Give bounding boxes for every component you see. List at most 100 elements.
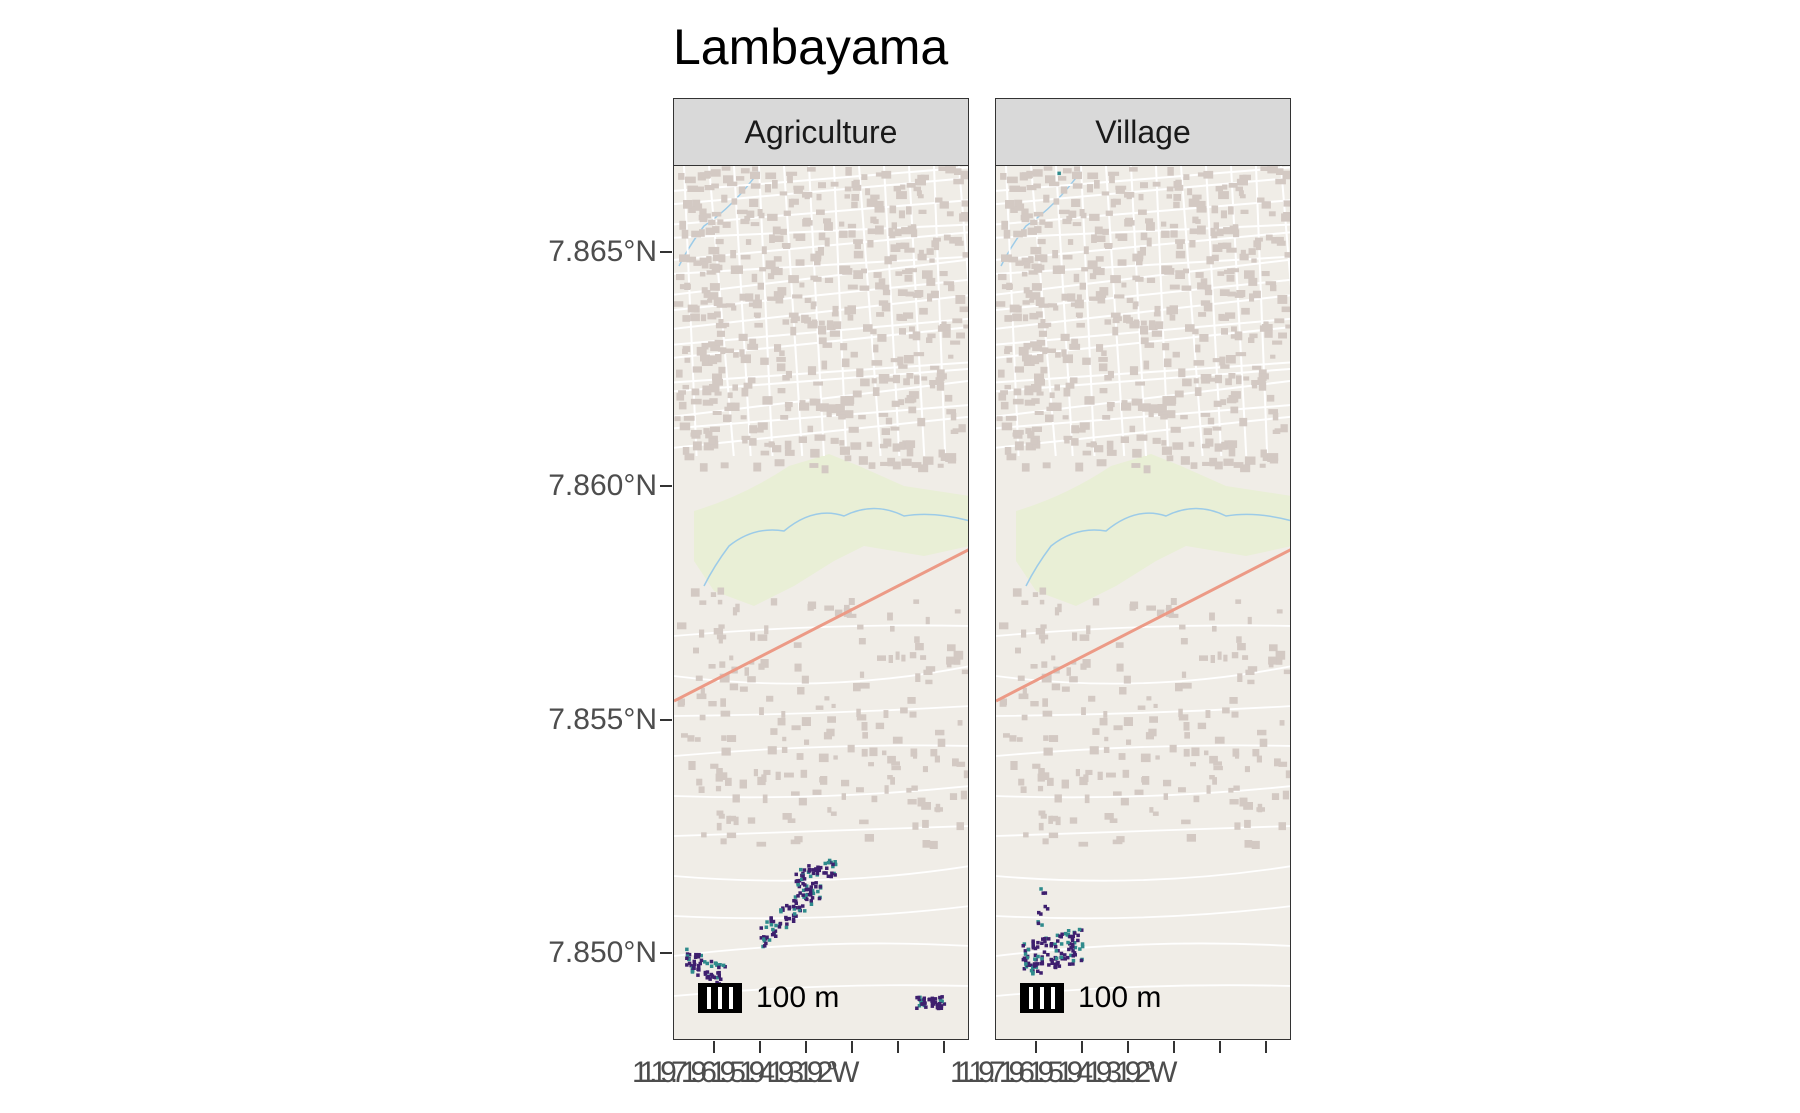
street <box>1205 166 1223 457</box>
building <box>1248 248 1256 255</box>
building <box>1170 230 1178 238</box>
building <box>913 186 921 192</box>
building <box>679 254 690 262</box>
building <box>929 382 936 389</box>
building <box>1157 404 1167 412</box>
building <box>909 326 915 332</box>
building <box>1165 410 1176 419</box>
building <box>1001 422 1013 431</box>
observation-point <box>784 925 789 930</box>
building <box>684 453 695 461</box>
building <box>790 326 797 336</box>
building <box>801 675 809 684</box>
building <box>1257 729 1267 736</box>
building <box>720 838 727 845</box>
building <box>1003 733 1010 738</box>
street <box>996 942 1290 957</box>
observation-point <box>1056 960 1060 965</box>
building <box>824 696 830 701</box>
building <box>1031 283 1042 291</box>
observation-point <box>771 927 775 932</box>
x-tick <box>1173 1041 1175 1053</box>
scale-bar: 100 m <box>698 981 839 1015</box>
building <box>839 440 845 446</box>
building <box>999 622 1009 630</box>
building <box>1188 441 1195 447</box>
building <box>701 287 708 294</box>
building <box>937 738 946 747</box>
building <box>1075 462 1084 472</box>
building <box>927 293 933 302</box>
building <box>1267 166 1278 174</box>
building <box>1162 343 1170 351</box>
building <box>912 822 919 830</box>
building <box>853 270 863 279</box>
river <box>1025 507 1290 587</box>
observation-point <box>799 867 803 872</box>
building <box>807 321 818 329</box>
building <box>1178 714 1189 721</box>
building <box>925 616 930 625</box>
building <box>1104 319 1112 325</box>
building <box>1153 312 1161 317</box>
building <box>791 725 801 731</box>
building <box>1225 355 1236 364</box>
building <box>1161 221 1167 227</box>
observation-point <box>769 917 773 921</box>
building <box>1131 398 1143 406</box>
building <box>1010 206 1018 213</box>
building <box>719 661 726 668</box>
building <box>1104 813 1114 820</box>
building <box>1097 297 1106 304</box>
observation-point <box>1026 947 1031 952</box>
building <box>1176 240 1183 250</box>
observation-point <box>685 947 689 952</box>
building <box>998 273 1007 281</box>
building <box>1205 438 1214 447</box>
building <box>839 265 851 275</box>
observation-point <box>824 871 828 875</box>
observation-point <box>769 923 774 927</box>
building <box>868 762 874 767</box>
building <box>676 392 685 401</box>
building <box>1140 325 1149 335</box>
building <box>1062 168 1072 174</box>
building <box>1268 211 1276 217</box>
building <box>1178 708 1183 717</box>
building <box>882 750 887 756</box>
building <box>1161 440 1167 446</box>
building <box>1210 655 1215 663</box>
building <box>904 274 913 282</box>
building <box>874 206 885 213</box>
building <box>1169 305 1178 315</box>
building <box>1206 256 1214 265</box>
building <box>1163 358 1172 368</box>
building <box>996 416 1003 422</box>
building <box>1023 832 1029 838</box>
building <box>917 174 925 182</box>
building <box>1152 811 1159 816</box>
building <box>1096 235 1106 242</box>
observation-point <box>703 972 708 976</box>
building <box>1258 382 1267 391</box>
building <box>1229 225 1239 233</box>
building <box>1229 799 1239 805</box>
x-tick <box>759 1041 761 1053</box>
building <box>839 446 850 455</box>
building <box>783 210 791 216</box>
building <box>749 198 759 207</box>
building <box>1115 233 1123 239</box>
building <box>875 225 884 235</box>
building <box>1040 366 1048 374</box>
building <box>1153 703 1158 708</box>
building <box>713 297 723 306</box>
building <box>1109 818 1118 823</box>
street <box>733 166 752 457</box>
street <box>996 258 1290 296</box>
building <box>1181 671 1187 678</box>
building <box>1132 448 1142 458</box>
building <box>780 415 789 420</box>
street <box>996 744 1290 757</box>
building <box>933 237 941 242</box>
building <box>1270 284 1277 292</box>
